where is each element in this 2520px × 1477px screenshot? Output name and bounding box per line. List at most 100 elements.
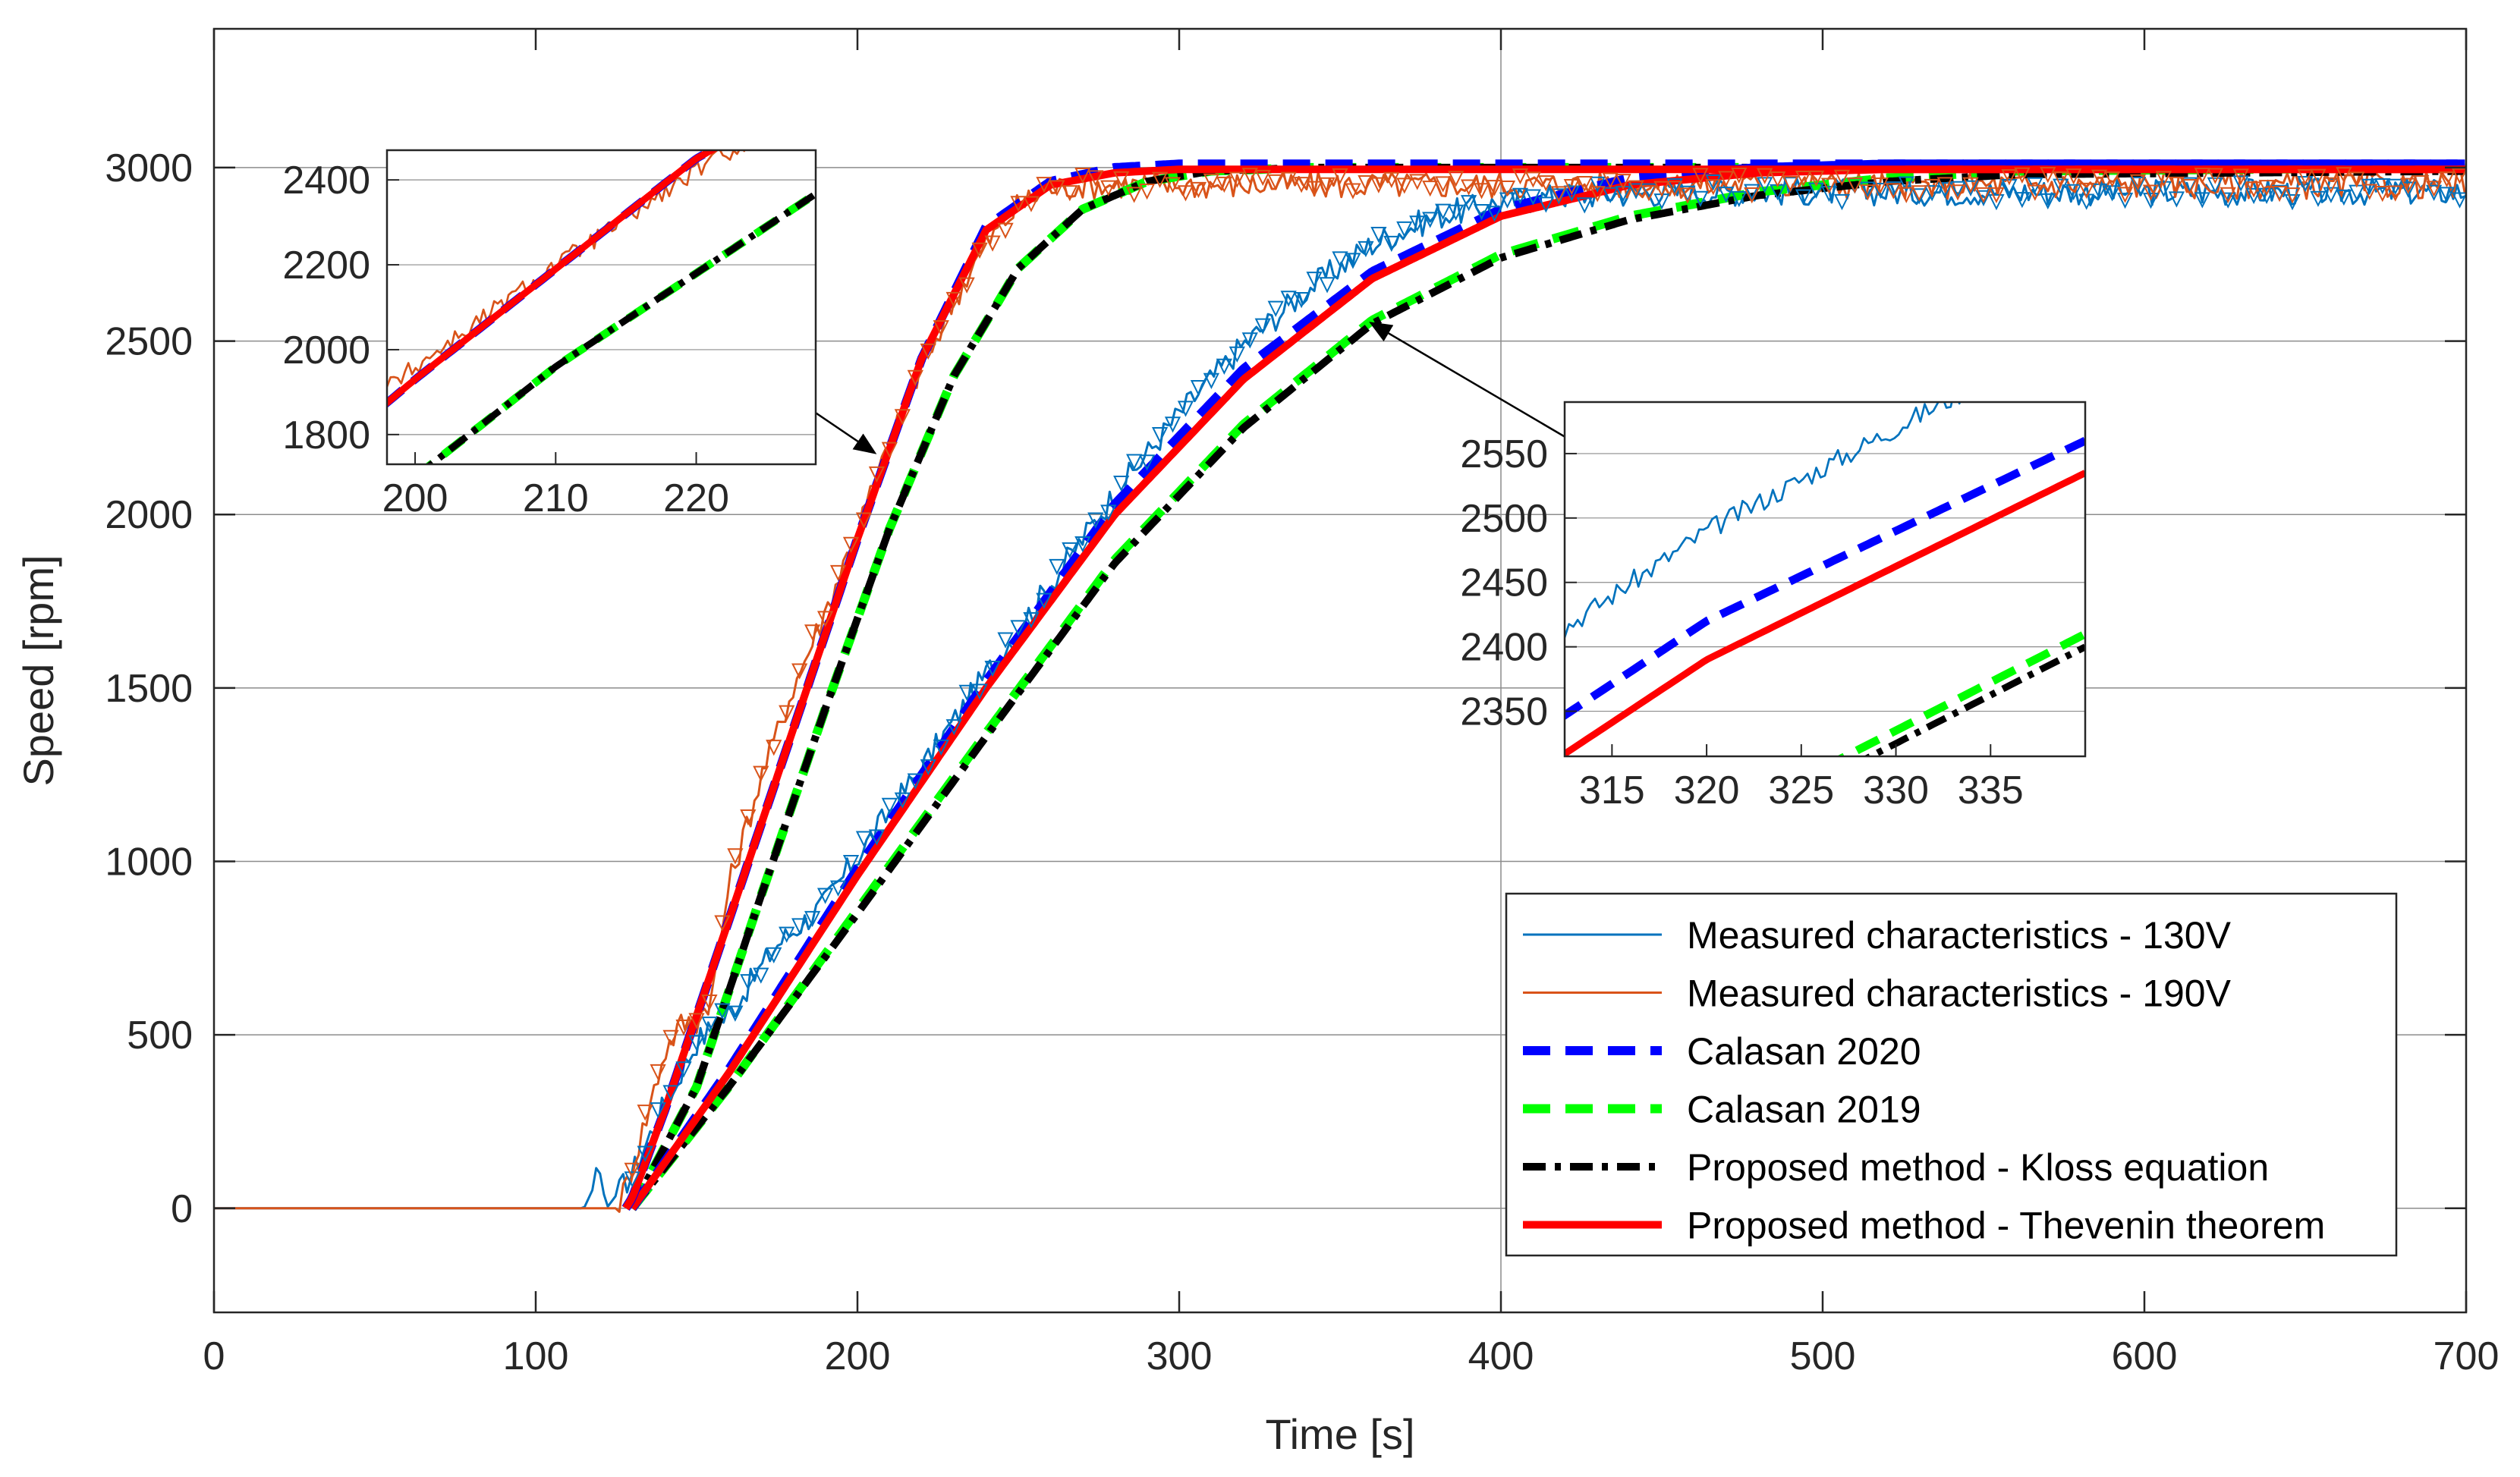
x-tick-label: 600 [2112, 1334, 2178, 1378]
data-marker-measured-characteristics-130v [766, 947, 782, 963]
data-marker-measured-characteristics-190v [1731, 167, 1748, 184]
data-marker-measured-characteristics-130v [701, 1017, 718, 1033]
data-marker-measured-characteristics-190v [1293, 177, 1310, 193]
data-marker-measured-characteristics-130v [1010, 620, 1027, 636]
inset-box [1563, 401, 2087, 758]
data-marker-measured-characteristics-190v [855, 512, 873, 529]
x-tick-label: 400 [1468, 1334, 1534, 1378]
data-marker-measured-characteristics-130v [1164, 416, 1181, 433]
data-marker-measured-characteristics-130v [2297, 175, 2314, 193]
inset-x-tick-label: 330 [1863, 768, 1929, 812]
x-tick-label: 100 [503, 1334, 569, 1378]
data-marker-measured-characteristics-190v [2116, 187, 2134, 203]
data-marker-measured-characteristics-130v [1241, 332, 1258, 349]
data-marker-measured-characteristics-190v [1744, 187, 1760, 204]
data-marker-measured-characteristics-190v [2129, 174, 2147, 190]
y-tick-label: 1000 [105, 841, 193, 885]
data-marker-measured-characteristics-190v [1358, 174, 1374, 192]
data-marker-measured-characteristics-130v [1833, 193, 1851, 211]
series-line-calasan-2020 [621, 159, 2466, 1211]
data-marker-measured-characteristics-130v [1731, 190, 1748, 208]
data-marker-measured-characteristics-190v [1692, 168, 1709, 184]
data-marker-measured-characteristics-190v [1846, 177, 1864, 194]
data-marker-measured-characteristics-130v [1911, 188, 1927, 205]
data-marker-measured-characteristics-190v [1138, 184, 1156, 200]
data-marker-measured-characteristics-190v [2361, 184, 2378, 200]
data-marker-measured-characteristics-190v [1885, 183, 1902, 200]
data-marker-measured-characteristics-130v [1473, 203, 1490, 221]
main-axes: 0 100 200 300 400 500 600 700 0 500 1000 1500 2000 25… [105, 27, 2499, 1378]
data-marker-measured-characteristics-190v [1859, 184, 1876, 201]
data-marker-measured-characteristics-130v [2053, 178, 2069, 195]
data-marker-measured-characteristics-190v [2451, 168, 2466, 184]
data-marker-measured-characteristics-130v [2258, 187, 2275, 204]
data-marker-measured-characteristics-190v [1049, 180, 1065, 196]
data-marker-measured-characteristics-190v [2078, 182, 2095, 200]
data-marker-measured-characteristics-190v [2297, 168, 2314, 186]
data-marker-measured-characteristics-190v [2194, 168, 2210, 184]
data-marker-measured-characteristics-130v [868, 829, 886, 846]
data-marker-measured-characteristics-190v [1113, 171, 1130, 187]
data-marker-measured-characteristics-190v [829, 564, 847, 582]
data-marker-measured-characteristics-130v [1435, 203, 1452, 220]
data-marker-measured-characteristics-130v [971, 684, 988, 700]
data-marker-measured-characteristics-190v [1448, 171, 1464, 187]
data-marker-measured-characteristics-130v [945, 719, 962, 736]
data-marker-measured-characteristics-190v [1770, 171, 1786, 188]
data-marker-measured-characteristics-130v [1962, 180, 1979, 196]
data-marker-measured-characteristics-130v [753, 967, 769, 984]
data-marker-measured-characteristics-190v [920, 343, 936, 360]
data-marker-measured-characteristics-190v [1036, 177, 1052, 193]
data-marker-measured-characteristics-190v [2168, 176, 2185, 193]
data-marker-measured-characteristics-130v [1718, 187, 1735, 203]
data-marker-measured-characteristics-190v [2336, 167, 2352, 184]
data-marker-measured-characteristics-190v [1383, 171, 1400, 189]
data-marker-measured-characteristics-130v [1936, 182, 1953, 199]
data-marker-measured-characteristics-130v [1975, 190, 1992, 206]
legend: Measured characteristics - 130V Measured … [1505, 892, 2398, 1257]
inset-series-130v-model-thevenin [1565, 470, 2085, 756]
data-marker-measured-characteristics-190v [997, 222, 1014, 239]
data-marker-measured-characteristics-190v [804, 624, 821, 641]
data-marker-measured-characteristics-190v [1911, 185, 1927, 202]
y-tick-label: 2000 [105, 493, 193, 537]
data-marker-measured-characteristics-190v [1010, 196, 1027, 212]
data-marker-measured-characteristics-130v [1499, 192, 1516, 209]
data-marker-measured-characteristics-190v [2284, 187, 2301, 204]
data-marker-measured-characteristics-190v [1782, 175, 1799, 193]
data-marker-measured-characteristics-130v [2129, 177, 2147, 193]
data-marker-measured-characteristics-190v [1499, 180, 1516, 197]
data-marker-measured-characteristics-190v [1177, 185, 1194, 202]
data-marker-measured-characteristics-190v [2438, 171, 2456, 188]
data-marker-measured-characteristics-190v [2271, 185, 2288, 203]
data-marker-measured-characteristics-130v [1332, 251, 1348, 268]
data-marker-measured-characteristics-130v [855, 831, 873, 847]
data-marker-measured-characteristics-190v [2232, 168, 2249, 185]
data-marker-measured-characteristics-130v [1062, 542, 1078, 559]
data-marker-measured-characteristics-190v [2181, 178, 2198, 196]
data-marker-measured-characteristics-190v [1422, 181, 1439, 197]
data-marker-measured-characteristics-130v [907, 773, 923, 790]
data-marker-measured-characteristics-190v [2245, 181, 2262, 198]
data-marker-measured-characteristics-130v [1524, 189, 1542, 206]
data-marker-measured-characteristics-130v [2361, 178, 2378, 196]
inset-y-tick-label: 2550 [1460, 432, 1548, 476]
data-marker-measured-characteristics-190v [1820, 178, 1838, 194]
data-marker-measured-characteristics-190v [714, 915, 731, 932]
legend-label-calasan-2019: Calasan 2019 [1687, 1089, 1921, 1131]
axes-box [212, 27, 2468, 1314]
data-marker-measured-characteristics-190v [1216, 176, 1232, 193]
y-tick-label: 500 [127, 1013, 193, 1057]
data-marker-measured-characteristics-190v [1203, 173, 1220, 190]
data-marker-measured-characteristics-130v [1859, 181, 1876, 198]
y-tick-label: 3000 [105, 146, 193, 190]
data-marker-measured-characteristics-130v [779, 926, 795, 943]
data-marker-measured-characteristics-190v [1512, 168, 1529, 185]
data-marker-measured-characteristics-130v [2232, 175, 2249, 192]
legend-label-proposed-method-kloss-equation: Proposed method - Kloss equation [1687, 1146, 2269, 1189]
data-marker-measured-characteristics-190v [1229, 171, 1245, 188]
data-marker-measured-characteristics-190v [1807, 170, 1825, 187]
data-marker-measured-characteristics-190v [2258, 180, 2275, 196]
x-tick-label: 300 [1147, 1334, 1213, 1378]
data-marker-measured-characteristics-190v [1396, 178, 1413, 194]
